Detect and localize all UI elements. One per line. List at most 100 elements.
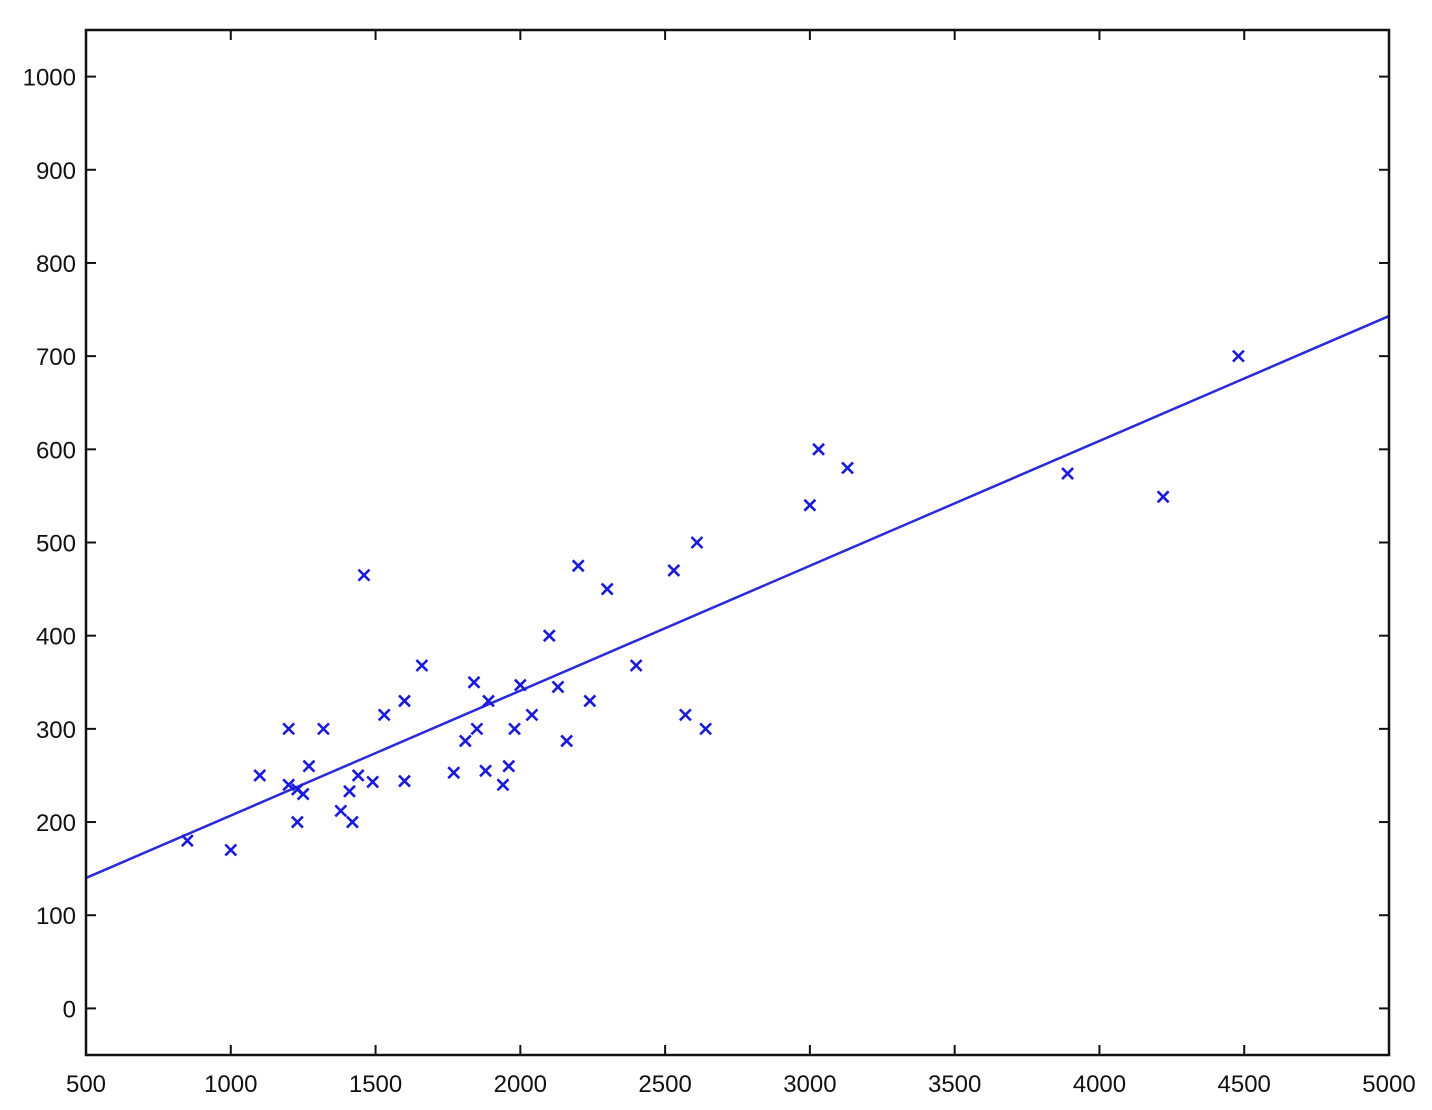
data-point xyxy=(224,843,238,857)
data-point-stroke xyxy=(1061,467,1075,480)
data-point xyxy=(458,734,472,748)
data-point-stroke xyxy=(334,804,348,818)
data-point-stroke xyxy=(508,722,521,736)
data-point xyxy=(513,678,527,692)
data-point xyxy=(1232,349,1245,363)
plot-frame xyxy=(84,28,1391,1057)
y-tick-labels: 0 100 200 300 400 500 600 700 800 900 1000 xyxy=(23,65,76,1024)
x-tick-label: 500 xyxy=(66,1071,106,1098)
ticks-layer xyxy=(85,30,1390,1055)
data-point-stroke xyxy=(317,722,330,736)
x-tick-label: 2500 xyxy=(638,1071,691,1098)
data-point-stroke xyxy=(282,778,296,792)
data-point-stroke xyxy=(296,787,310,801)
data-point xyxy=(690,536,704,549)
data-point-stroke xyxy=(470,722,484,736)
data-point xyxy=(803,498,817,512)
data-point xyxy=(496,778,510,792)
data-point xyxy=(678,708,692,722)
data-point xyxy=(812,442,825,456)
data-point xyxy=(508,722,521,736)
y-tick-label: 1000 xyxy=(23,65,76,92)
data-point-stroke xyxy=(482,694,495,708)
x-tick-label: 3500 xyxy=(928,1071,981,1098)
y-tick-label: 300 xyxy=(36,717,76,744)
data-point xyxy=(415,659,429,672)
data-point xyxy=(351,769,365,782)
y-tick-label: 600 xyxy=(36,437,76,464)
y-tick-label: 700 xyxy=(36,344,76,371)
data-point-stroke xyxy=(282,722,296,736)
x-tick-label: 4500 xyxy=(1218,1071,1271,1098)
data-point-stroke xyxy=(560,734,574,748)
data-point-stroke xyxy=(357,568,371,582)
data-point-stroke xyxy=(290,815,304,829)
y-tick-label: 800 xyxy=(36,251,76,278)
data-point-stroke xyxy=(345,815,359,829)
data-point-stroke xyxy=(1232,349,1245,363)
data-point xyxy=(377,708,391,722)
data-point xyxy=(571,559,585,573)
data-point-stroke xyxy=(690,536,704,549)
data-point-stroke xyxy=(479,764,493,778)
data-point xyxy=(253,769,267,782)
data-point-stroke xyxy=(571,559,585,573)
x-tick-label: 3000 xyxy=(783,1071,836,1098)
data-point-stroke xyxy=(1156,490,1170,504)
data-point-stroke xyxy=(447,766,461,780)
y-tick-label: 0 xyxy=(63,996,76,1023)
data-point-stroke xyxy=(699,722,713,736)
data-point xyxy=(282,722,296,736)
data-point-stroke xyxy=(496,778,510,792)
data-point xyxy=(334,804,348,818)
data-point xyxy=(502,759,516,773)
y-tick-label: 100 xyxy=(36,903,76,930)
data-point-stroke xyxy=(351,769,365,782)
data-point xyxy=(542,629,556,643)
data-point xyxy=(467,675,481,689)
data-point-stroke xyxy=(253,769,267,782)
data-point-stroke xyxy=(812,442,825,456)
data-point-stroke xyxy=(629,659,643,672)
data-point xyxy=(525,708,539,722)
x-tick-label: 1000 xyxy=(204,1071,257,1098)
data-point xyxy=(482,694,495,708)
data-point xyxy=(667,564,681,577)
data-point xyxy=(629,659,643,672)
data-point xyxy=(841,461,854,475)
data-point-stroke xyxy=(366,775,380,789)
data-point xyxy=(366,775,380,789)
data-point xyxy=(290,815,304,829)
x-tick-label: 1500 xyxy=(349,1071,402,1098)
data-point-stroke xyxy=(502,759,516,773)
points-layer xyxy=(180,349,1245,857)
data-point xyxy=(317,722,330,736)
data-point xyxy=(302,759,316,773)
data-point xyxy=(470,722,484,736)
data-point-stroke xyxy=(458,734,472,748)
data-point xyxy=(1061,467,1075,480)
data-point xyxy=(560,734,574,748)
data-point xyxy=(296,787,310,801)
data-point xyxy=(357,568,371,582)
data-point-stroke xyxy=(803,498,817,512)
data-point-stroke xyxy=(415,659,429,672)
data-point xyxy=(600,582,614,596)
data-point xyxy=(398,774,411,788)
x-tick-label: 5000 xyxy=(1362,1071,1415,1098)
data-point-stroke xyxy=(180,834,194,848)
data-point-stroke xyxy=(551,680,565,694)
data-point-stroke xyxy=(667,564,681,577)
data-point xyxy=(699,722,713,736)
data-point-stroke xyxy=(513,678,527,692)
x-tick-label: 2000 xyxy=(494,1071,547,1098)
data-point-stroke xyxy=(398,694,411,708)
data-point xyxy=(583,694,597,708)
data-point-stroke xyxy=(600,582,614,596)
data-point-stroke xyxy=(467,675,481,689)
data-point-stroke xyxy=(377,708,391,722)
data-point-stroke xyxy=(525,708,539,722)
